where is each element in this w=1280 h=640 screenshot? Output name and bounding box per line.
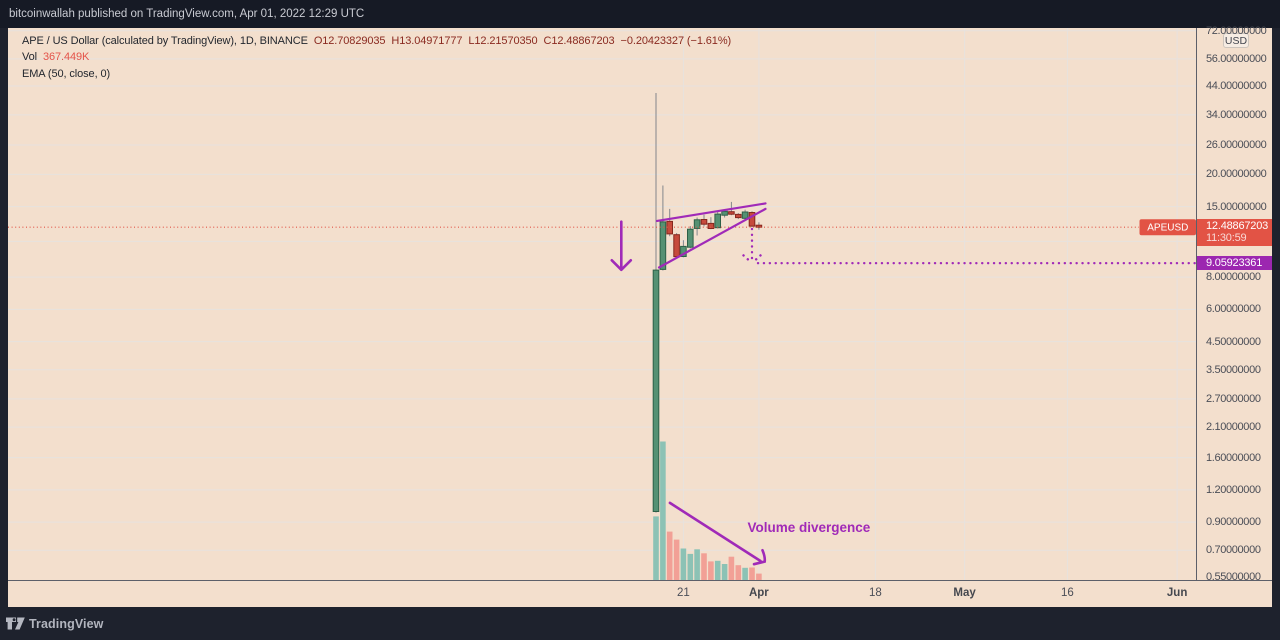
volume-bar [687,553,694,580]
candle [707,222,715,229]
volume-bar [749,567,755,580]
volume-bar [708,561,714,580]
chart-pane[interactable]: Volume divergence APEUSD [8,28,1196,580]
legend-ema-row[interactable]: EMA (50, close, 0) [22,66,731,83]
price-axis[interactable]: USD 12.48867203 11:30:59 9.05923361 72.0… [1196,24,1272,583]
volume-divergence-arrowhead[interactable] [752,548,767,566]
candle [748,212,756,227]
ohlc-value: O12.70829035 [313,34,386,47]
symbol-price-label-text: APEUSD [1147,223,1188,234]
volume-bar [680,548,687,580]
volume-bar [735,565,742,580]
time-axis-label-day: 21 [677,586,690,599]
volume-bar [721,564,728,580]
candle [755,224,763,228]
candle [714,213,722,229]
time-axis[interactable]: 21 Apr 18 May 16 Jun [8,580,1272,607]
attribution-text: bitcoinwallah published on TradingView.c… [9,8,365,20]
candle [728,211,735,215]
volume-bar [742,567,748,580]
volume-value: 367.449K [43,51,90,63]
ohlc-values: O12.70829035 H13.04971777 L12.21570350 C12.… [308,35,731,47]
ema-label: EMA (50, close, 0) [22,67,111,80]
volume-bar [660,441,666,580]
price-axis-label: 26.00000000 [1206,138,1267,151]
price-axis-label: 8.00000000 [1206,271,1261,284]
target-price-value: 9.05923361 [1206,257,1263,270]
price-axis-label: 2.10000000 [1206,421,1261,434]
tradingview-logo-icon [6,617,25,630]
currency-toggle-button[interactable]: USD [1223,33,1249,48]
candle [652,269,660,512]
volume-divergence-text[interactable]: Volume divergence [748,520,871,535]
volume-bar [666,531,673,580]
candle [721,210,728,216]
ohlc-value: −0.20423327 (−1.61%) [620,34,732,47]
price-axis-label: 1.60000000 [1206,451,1261,464]
volume-bar [694,549,700,580]
volume-divergence-arrow[interactable] [668,501,762,563]
volume-bar [673,539,680,580]
time-axis-label-month: Apr [748,586,769,599]
time-axis-label-month: May [953,586,976,599]
chart-legend: APE / US Dollar (calculated by TradingVi… [22,33,731,83]
last-price-value: 12.48867203 [1206,220,1269,233]
price-axis-label: 72.00000000 [1206,24,1267,37]
candle [741,211,749,219]
price-axis-label: 34.00000000 [1206,108,1267,121]
time-axis-label-day: 18 [869,586,882,599]
attribution-bar: bitcoinwallah published on TradingView.c… [0,0,1280,28]
candle [659,221,667,270]
price-axis-label: 2.70000000 [1206,392,1261,405]
candle [673,234,680,258]
price-axis-label: 0.55000000 [1206,570,1261,583]
candle [700,219,708,225]
bar-countdown: 11:30:59 [1206,232,1247,245]
last-price-axis-badge: 12.48867203 11:30:59 [1197,219,1272,247]
chart-area: Volume divergence APEUSD APE / US Dollar … [8,24,1272,607]
volume-bar [714,560,721,580]
price-axis-label: 6.00000000 [1206,303,1261,316]
trendline-lower[interactable] [657,207,767,269]
time-axis-label-day: 16 [1061,586,1074,599]
symbol-price-label: APEUSD [1139,219,1196,236]
target-price-axis-badge: 9.05923361 [1197,256,1272,271]
price-axis-label: 3.50000000 [1206,363,1261,376]
price-axis-label: 44.00000000 [1206,79,1267,92]
legend-volume-row[interactable]: Vol 367.449K [22,49,731,66]
projection-dotted-arrowhead[interactable] [742,254,762,265]
candle [735,213,742,219]
brand-bar: TradingView [0,607,1280,640]
price-axis-label: 15.00000000 [1206,200,1267,213]
volume-bar [728,556,735,580]
price-axis-label: 0.70000000 [1206,544,1261,557]
symbol-description: APE / US Dollar (calculated by TradingVi… [22,34,308,47]
symbol-price-label-bg [1139,219,1196,236]
ohlc-value: C12.48867203 [543,34,615,47]
price-axis-label: 56.00000000 [1206,52,1267,65]
volume-bar [701,553,707,580]
price-axis-label: 1.20000000 [1206,483,1261,496]
ohlc-value: H13.04971777 [391,34,463,47]
volume-bar [653,516,659,580]
candle [693,219,701,229]
down-arrow[interactable] [610,220,633,272]
ohlc-value: L12.21570350 [468,34,538,47]
price-axis-label: 20.00000000 [1206,168,1267,181]
trendline-upper[interactable] [655,202,767,222]
price-axis-label: 4.50000000 [1206,335,1261,348]
volume-bar [756,573,762,580]
volume-label: Vol [22,51,37,63]
time-axis-label-month: Jun [1166,586,1188,599]
legend-symbol-row[interactable]: APE / US Dollar (calculated by TradingVi… [22,33,731,50]
candle [687,228,694,248]
brand-name: TradingView [29,616,104,631]
tradingview-link[interactable]: TradingView [0,617,104,631]
price-axis-label: 0.90000000 [1206,516,1261,529]
